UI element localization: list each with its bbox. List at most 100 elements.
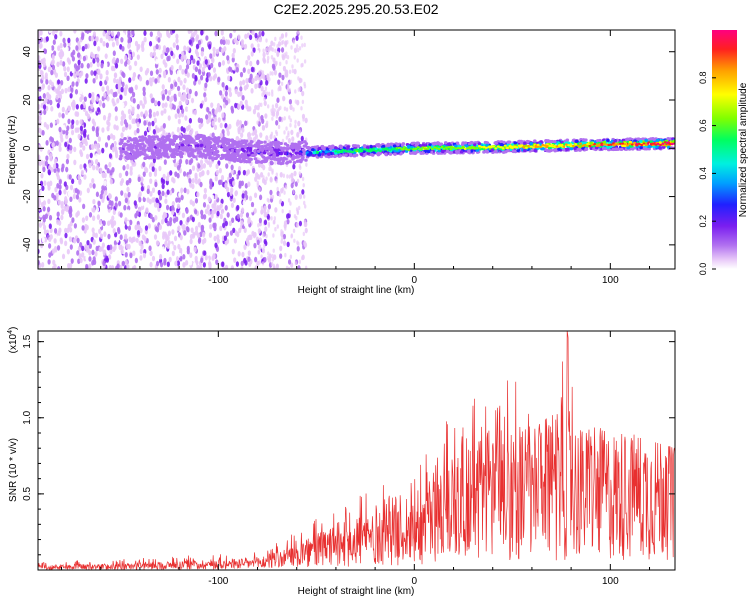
spectrogram-cell (250, 51, 254, 57)
spectrogram-cell (516, 148, 520, 153)
spectrogram-cell (115, 83, 119, 90)
spectrogram-cell (177, 112, 182, 119)
spectrogram-cell (119, 154, 123, 158)
spectrogram-cell (273, 148, 278, 152)
spectrogram-cell (207, 153, 212, 157)
spectrogram-cell (129, 138, 134, 142)
spectrogram-cell (102, 260, 106, 267)
spectrogram-cell (281, 138, 285, 144)
spectrogram-cell (71, 56, 76, 62)
spectrogram-cell (240, 220, 244, 226)
spectrogram-cell (88, 263, 92, 269)
spectrogram-cell (215, 149, 220, 154)
spectrogram-cell (143, 120, 147, 126)
spectrogram-cell (220, 48, 225, 54)
spectrogram-cell (287, 266, 291, 269)
spectrogram-cell (191, 165, 196, 171)
spectrogram-cell (247, 181, 251, 188)
spectrogram-cell (121, 45, 125, 52)
spectrogram-cell (263, 256, 267, 263)
spectrogram-cell (666, 136, 671, 141)
spectrogram-cell (189, 259, 193, 266)
spectrogram-cell (237, 165, 242, 172)
spectrogram-cell (459, 147, 462, 150)
spectrogram-cell (254, 265, 258, 269)
spectrogram-cell (51, 248, 56, 255)
spectrogram-cell (47, 243, 52, 249)
spectrogram-cell (203, 136, 208, 140)
spectrogram-cell (82, 203, 86, 210)
spectrogram-cell (315, 150, 320, 154)
spectrogram-cell (62, 128, 66, 135)
spectrogram-cell (265, 211, 268, 217)
spectrogram-cell (442, 147, 446, 150)
spectrogram-cell (283, 142, 288, 146)
spectrogram-cell (104, 53, 108, 59)
spectrogram-cell (190, 153, 195, 157)
spectrogram-cell (262, 175, 265, 180)
spectrogram-cell (291, 136, 295, 142)
spectrogram-cell (120, 120, 124, 126)
spectrogram-cell (258, 70, 261, 75)
spectrogram-cell (85, 215, 89, 222)
spectrogram-cell (383, 147, 387, 150)
spectrogram-cell (273, 69, 278, 76)
spectrogram-cell (63, 42, 67, 48)
spectrogram-cell (301, 176, 305, 182)
spectrogram-cell (381, 147, 385, 150)
spectrogram-cell (230, 168, 234, 175)
spectrogram-cell (67, 118, 71, 125)
spectrogram-cell (102, 102, 106, 109)
spectrogram-cell (295, 154, 299, 159)
spectrogram-cell (137, 176, 141, 183)
spectrogram-cell (165, 175, 170, 182)
spectrogram-cell (291, 154, 296, 159)
spectrogram-cell (140, 200, 145, 207)
spectrogram-cell (672, 139, 675, 144)
spectrogram-cell (263, 243, 266, 249)
spectrogram-cell (211, 132, 215, 138)
spectrogram-cell (292, 160, 297, 165)
spectrogram-cell (238, 180, 242, 187)
spectrogram-cell (55, 94, 59, 100)
spectrogram-cell (78, 226, 83, 232)
spectrogram-cell (133, 129, 137, 136)
spectrogram-cell (197, 221, 201, 228)
spectrogram-cell (219, 225, 223, 232)
spectrogram-cell (83, 228, 87, 234)
spectrogram-cell (157, 100, 161, 107)
spectrogram-cell (250, 43, 254, 49)
spectrogram-cell (83, 96, 87, 102)
spectrogram-cell (255, 172, 259, 178)
spectrogram-cell (280, 33, 285, 39)
spectrogram-cell (219, 122, 223, 129)
spectrogram-cell (562, 145, 566, 148)
spectrogram-cell (210, 213, 214, 219)
spectrogram-cell (412, 151, 416, 155)
spectrogram-cell (99, 73, 103, 79)
spectrogram-cell (56, 245, 61, 251)
spectrogram-cell (115, 78, 120, 85)
spectrogram-cell (113, 77, 117, 84)
spectrogram-cell (231, 217, 235, 224)
spectrogram-cell (64, 227, 68, 234)
spectrogram-cell (76, 210, 80, 217)
spectrogram-cell (64, 240, 68, 247)
spectrogram-cell (48, 236, 52, 243)
spectrogram-cell (203, 187, 207, 194)
spectrogram-cell (654, 143, 658, 146)
spectrogram-cell (149, 70, 154, 77)
spectrogram-cell (541, 147, 545, 151)
spectrogram-cell (63, 71, 68, 78)
spectrogram-cell (288, 174, 291, 179)
spectrogram-cell (630, 147, 635, 151)
spectrogram-cell (101, 185, 105, 191)
spectrogram-cell (151, 255, 156, 262)
spectrogram-cell (304, 158, 308, 162)
spectrogram-cell (194, 90, 198, 97)
spectrogram-cell (65, 46, 69, 53)
spectrogram-cell (76, 250, 80, 256)
spectrogram-cell (409, 147, 413, 150)
spectrogram-cell (252, 108, 257, 115)
spectrogram-cell (69, 144, 73, 151)
